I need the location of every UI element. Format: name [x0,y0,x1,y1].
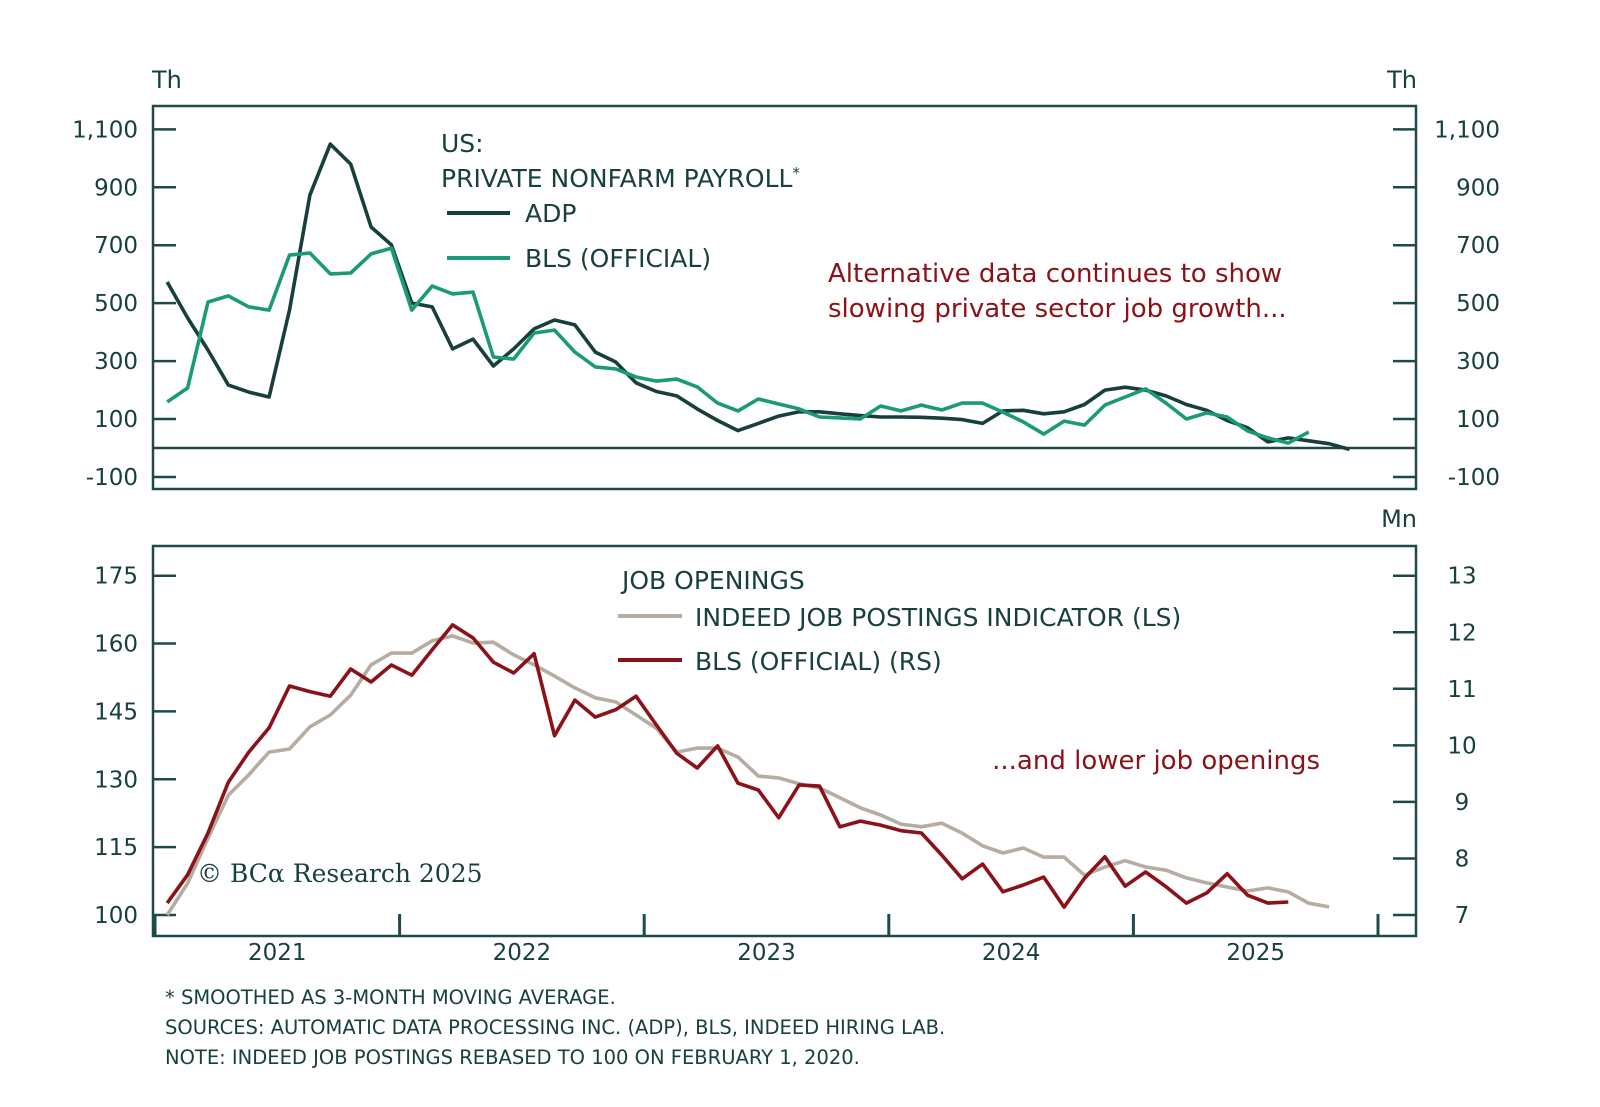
legend-label-bls-openings: BLS (OFFICIAL) (RS) [695,647,942,676]
top-right-unit-label: Th [1386,66,1417,94]
top-series [165,142,1350,452]
x-axis-year-label: 2024 [982,940,1041,966]
left-tick-label: 130 [94,767,138,793]
footnote-note: NOTE: INDEED JOB POSTINGS REBASED TO 100… [165,1046,860,1069]
right-tick-label: 300 [1456,349,1500,375]
right-tick-label: 900 [1456,175,1500,201]
top-chart-title-text: PRIVATE NONFARM PAYROLL [441,164,793,193]
top-annotation-line2: slowing private sector job growth... [828,294,1287,324]
footnote-smoothing: * SMOOTHED AS 3-MONTH MOVING AVERAGE. [165,986,616,1009]
left-tick-label: 100 [94,407,138,433]
right-tick-label: 1,100 [1434,117,1500,143]
bottom-annotation: ...and lower job openings [992,746,1320,776]
right-tick-label: -100 [1448,465,1500,491]
legend-label-adp: ADP [525,199,576,228]
bottom-panel: Mn 175 160 145 130 115 100 13 12 11 10 9 8 7 JOB OPE… [94,505,1477,938]
right-tick-label: 700 [1456,233,1500,259]
right-tick-label: 8 [1455,846,1470,872]
right-tick-label: 13 [1447,564,1476,590]
top-axis-ticks: 1,100 1,100 900 900 700 700 500 500 300 300 100 100… [72,117,1500,491]
left-tick-label: 145 [94,699,138,725]
top-chart-title-line1: US: [441,129,484,158]
x-axis-year-labels: 2021 2022 2023 2024 2025 [248,940,1285,966]
left-tick-label: 300 [94,349,138,375]
top-left-unit-label: Th [151,66,182,94]
x-axis-year-label: 2025 [1226,940,1285,966]
left-tick-label: 700 [94,233,138,259]
bottom-chart-title: JOB OPENINGS [620,566,805,595]
left-tick-label: -100 [86,465,138,491]
left-tick-label: 175 [94,564,138,590]
copyright-watermark: © BCα Research 2025 [197,859,483,888]
title-asterisk: * [792,164,800,182]
right-tick-label: 9 [1455,790,1470,816]
top-panel: Th Th 1,100 1,100 900 900 700 700 500 500 300 300… [72,66,1500,491]
right-tick-label: 10 [1447,733,1476,759]
left-tick-label: 100 [94,903,138,929]
footnote-sources: SOURCES: AUTOMATIC DATA PROCESSING INC. … [165,1016,945,1039]
left-tick-label: 160 [94,632,138,658]
bottom-axis-ticks: 175 160 145 130 115 100 13 12 11 10 9 8 7 [94,564,1477,936]
bottom-right-unit-label: Mn [1381,505,1417,533]
top-chart-title-line2: PRIVATE NONFARM PAYROLL* [441,164,800,193]
top-annotation-line1: Alternative data continues to show [828,259,1282,289]
right-tick-label: 12 [1447,620,1476,646]
top-plot-frame [151,104,1418,491]
legend-label-indeed: INDEED JOB POSTINGS INDICATOR (LS) [695,603,1181,632]
series-line-indeed [165,634,1330,916]
legend-label-bls-payroll: BLS (OFFICIAL) [525,244,711,273]
x-axis-year-label: 2022 [493,940,552,966]
left-tick-label: 1,100 [72,117,138,143]
left-tick-label: 900 [94,175,138,201]
series-line-bls-payroll [166,246,1310,445]
bottom-plot-frame [151,544,1418,938]
x-axis-year-label: 2023 [737,940,796,966]
left-tick-label: 500 [94,291,138,317]
series-line-bls-openings [165,623,1289,909]
left-tick-label: 115 [94,835,138,861]
right-tick-label: 100 [1456,407,1500,433]
right-tick-label: 500 [1456,291,1500,317]
right-tick-label: 11 [1447,677,1476,703]
right-tick-label: 7 [1455,903,1470,929]
footnotes: * SMOOTHED AS 3-MONTH MOVING AVERAGE. SO… [165,986,945,1069]
x-axis-year-label: 2021 [248,940,307,966]
bottom-series [165,623,1330,916]
